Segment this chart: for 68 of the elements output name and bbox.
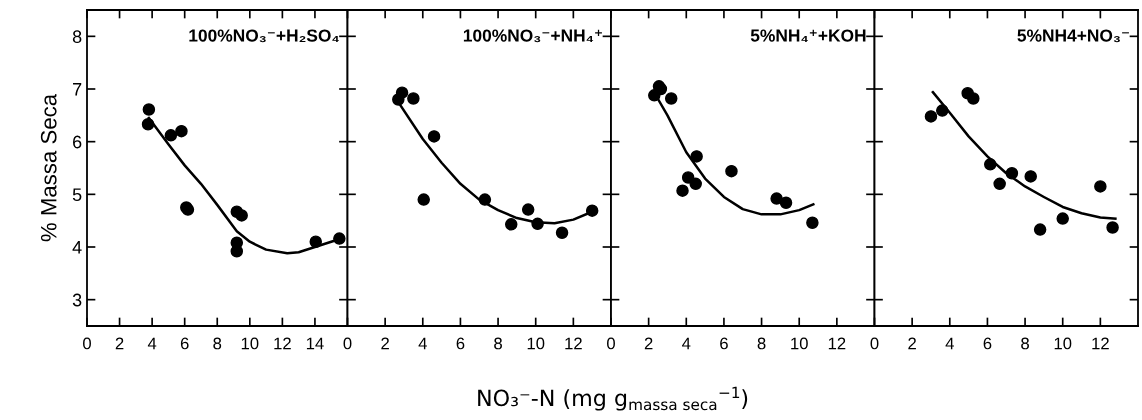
point: [993, 177, 1006, 191]
x-tick-label: 8: [213, 337, 222, 350]
y-tick-label: 7: [73, 83, 82, 96]
x-tick-label: 2: [381, 337, 389, 350]
x-tick-label: 4: [682, 337, 691, 350]
point: [690, 150, 703, 163]
x-tick-label: 8: [757, 337, 766, 350]
point: [175, 124, 188, 138]
x-tick-label: 0: [607, 337, 615, 350]
x-tick-label: 10: [1054, 337, 1072, 350]
point: [725, 164, 738, 178]
x-tick-label: 6: [720, 337, 728, 350]
x-tick-label: 6: [456, 337, 465, 350]
y-axis-title: % Massa Seca: [40, 93, 57, 242]
point: [142, 103, 156, 116]
text: 100%NO₃⁻+NH₄⁺: [463, 29, 602, 43]
point: [504, 218, 518, 231]
point: [1033, 223, 1047, 236]
point: [407, 92, 420, 105]
point: [1056, 212, 1069, 225]
x-tick-label: 8: [494, 337, 502, 350]
x-tick-label: 6: [983, 337, 992, 350]
x-tick-label: 4: [418, 337, 427, 350]
x-tick-label: 0: [870, 337, 879, 350]
point: [924, 110, 938, 123]
x-tick-label: 10: [791, 337, 808, 350]
x-tick-label: 2: [115, 337, 124, 350]
point: [664, 92, 678, 105]
x-tick-label: 0: [343, 337, 352, 350]
point: [689, 177, 702, 191]
y-tick-label: 8: [72, 30, 82, 44]
point: [770, 192, 783, 205]
point: [967, 92, 980, 105]
point: [1106, 221, 1119, 234]
x-tick-label: 10: [241, 337, 259, 350]
x-tick-label: 12: [565, 337, 582, 350]
x-tick-label: 6: [180, 337, 189, 350]
y-tick-label: 4: [72, 241, 82, 254]
point: [1024, 170, 1037, 183]
x-tick-label: 12: [828, 337, 846, 350]
point: [395, 86, 409, 99]
x-tick-label: 8: [1021, 337, 1029, 350]
point: [164, 129, 178, 142]
point: [521, 203, 535, 216]
text: 5%NH₄⁺+KOH: [750, 29, 866, 43]
text: 5%NH4+NO₃⁻: [1017, 29, 1129, 43]
x-tick-label: 4: [147, 337, 157, 350]
point: [230, 244, 244, 258]
x-tick-label: 12: [274, 337, 291, 350]
point: [676, 184, 689, 197]
point: [806, 216, 819, 230]
x-tick-label: 10: [527, 337, 545, 350]
point: [1094, 180, 1107, 193]
x-tick-label: 14: [306, 337, 324, 350]
point: [417, 193, 430, 206]
y-tick-label: 3: [72, 293, 82, 307]
x-tick-label: 2: [644, 337, 653, 350]
point: [427, 130, 441, 143]
point: [779, 196, 793, 210]
x-tick-label: 4: [945, 337, 954, 350]
y-tick-label: 6: [73, 135, 82, 149]
text: 100%NO₃⁻+H₂SO₄: [189, 29, 339, 43]
x-tick-label: 12: [1092, 337, 1109, 350]
y-tick-label: 5: [72, 188, 82, 202]
x-tick-label: 0: [83, 337, 91, 350]
point: [555, 226, 569, 240]
x-tick-label: 2: [908, 337, 916, 350]
point: [235, 209, 248, 222]
